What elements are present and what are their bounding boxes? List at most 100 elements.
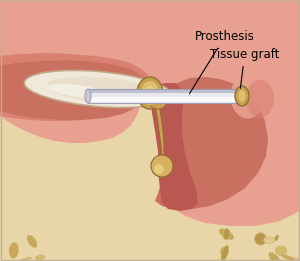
Ellipse shape [21,100,28,107]
Ellipse shape [52,39,60,46]
Ellipse shape [171,20,189,30]
Ellipse shape [201,57,208,69]
Ellipse shape [133,0,136,5]
Ellipse shape [116,105,126,118]
Ellipse shape [56,69,61,76]
Ellipse shape [20,5,32,17]
Ellipse shape [209,84,219,94]
Ellipse shape [121,22,132,34]
Ellipse shape [246,80,274,118]
Ellipse shape [6,49,18,55]
Ellipse shape [145,86,155,100]
Bar [88,97,242,102]
Ellipse shape [4,45,10,52]
Ellipse shape [22,19,33,25]
Ellipse shape [149,21,156,28]
Ellipse shape [255,86,259,92]
Circle shape [154,164,164,174]
Ellipse shape [96,105,108,119]
Ellipse shape [9,242,19,258]
Ellipse shape [279,68,291,75]
Ellipse shape [24,70,172,108]
Ellipse shape [109,0,120,16]
Ellipse shape [64,89,72,96]
Ellipse shape [219,229,234,240]
Ellipse shape [57,110,68,115]
Ellipse shape [198,81,204,93]
Ellipse shape [228,7,234,22]
Ellipse shape [191,58,200,62]
Ellipse shape [258,0,266,11]
Ellipse shape [182,27,194,32]
Ellipse shape [48,84,108,98]
Ellipse shape [164,30,173,34]
Ellipse shape [128,67,134,74]
Polygon shape [155,103,164,161]
Ellipse shape [263,237,275,244]
Ellipse shape [194,59,209,70]
Ellipse shape [97,15,101,19]
Ellipse shape [28,86,33,90]
Ellipse shape [36,255,45,260]
Ellipse shape [62,112,69,119]
Ellipse shape [212,87,217,91]
Ellipse shape [150,97,166,109]
Ellipse shape [8,8,24,14]
Ellipse shape [218,14,224,30]
Ellipse shape [63,43,72,50]
Polygon shape [0,86,150,121]
Ellipse shape [167,19,174,25]
Ellipse shape [220,247,228,256]
Ellipse shape [85,98,90,104]
Ellipse shape [197,58,206,66]
Polygon shape [0,33,153,143]
Ellipse shape [249,32,256,48]
Ellipse shape [30,98,38,106]
Ellipse shape [254,233,266,245]
Ellipse shape [220,42,230,59]
Ellipse shape [226,97,231,102]
Ellipse shape [17,61,28,68]
Ellipse shape [285,23,292,27]
Ellipse shape [189,71,201,85]
Polygon shape [0,60,150,120]
Ellipse shape [221,245,229,261]
Ellipse shape [219,47,231,58]
Ellipse shape [67,103,84,111]
Ellipse shape [28,33,41,39]
Ellipse shape [116,25,122,32]
Ellipse shape [27,235,37,248]
Ellipse shape [47,77,157,103]
Ellipse shape [95,93,102,98]
Ellipse shape [103,103,109,115]
Ellipse shape [183,65,197,73]
Ellipse shape [235,86,249,106]
Ellipse shape [281,254,297,261]
Ellipse shape [78,23,90,37]
Ellipse shape [13,5,26,21]
Ellipse shape [25,35,39,43]
Ellipse shape [251,16,256,21]
Ellipse shape [7,95,16,104]
Polygon shape [155,77,268,209]
Ellipse shape [100,103,110,111]
Ellipse shape [85,63,96,69]
Bar [88,89,242,103]
Ellipse shape [238,5,250,22]
Ellipse shape [52,71,67,80]
Ellipse shape [249,78,254,92]
Ellipse shape [14,62,26,73]
Ellipse shape [286,2,294,17]
Text: Prosthesis: Prosthesis [190,30,255,94]
Ellipse shape [274,16,281,26]
Ellipse shape [204,36,212,43]
Ellipse shape [141,81,159,105]
Ellipse shape [256,13,268,22]
Ellipse shape [57,26,67,37]
Ellipse shape [294,258,300,261]
Polygon shape [148,83,198,211]
Ellipse shape [250,9,260,24]
Ellipse shape [16,54,24,64]
Ellipse shape [290,54,295,62]
Ellipse shape [278,67,284,73]
